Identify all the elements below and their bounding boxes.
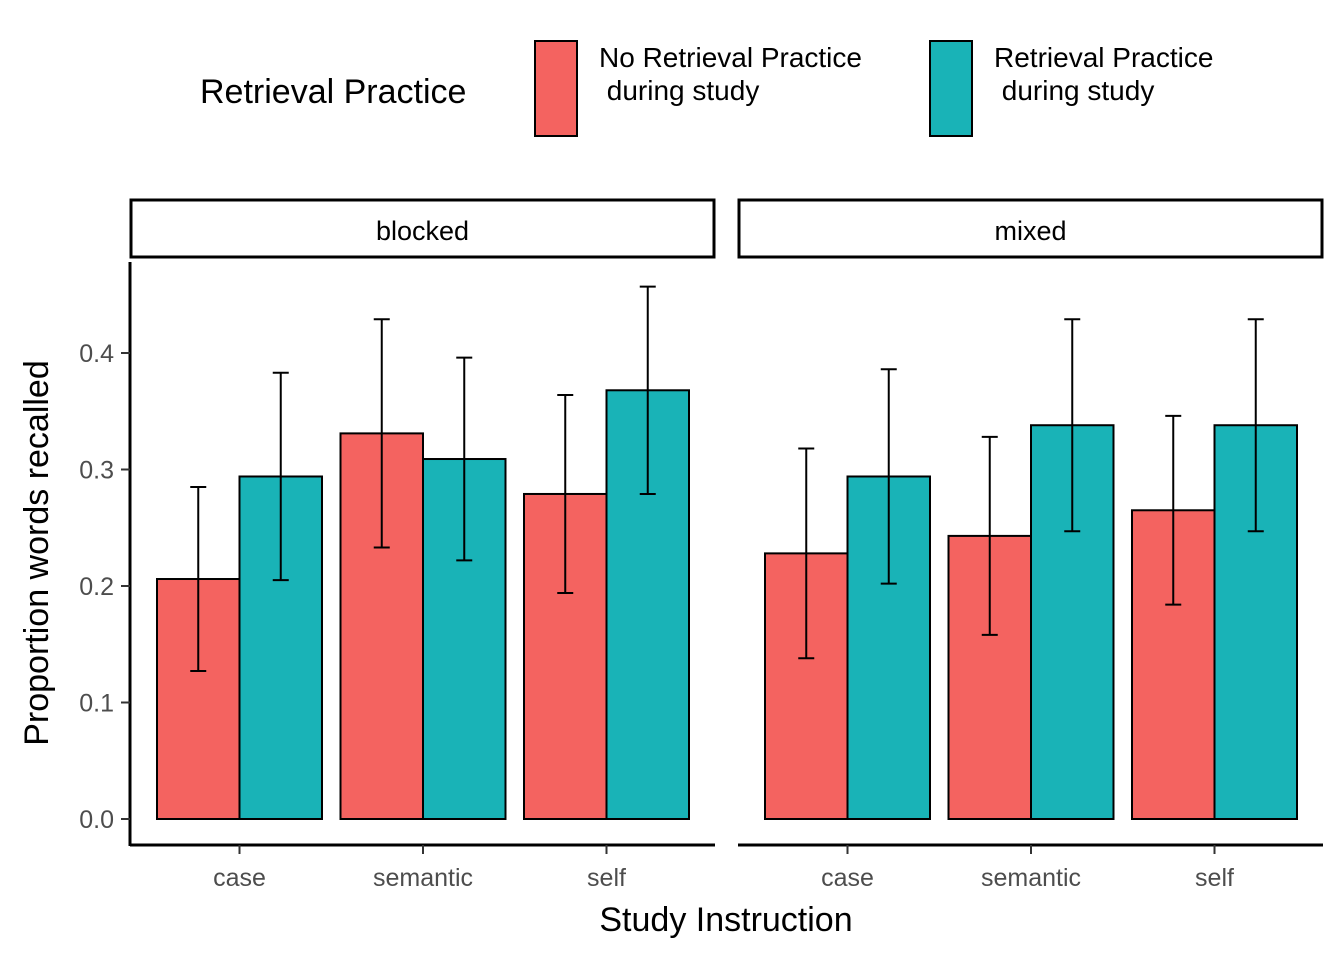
- legend-label-1-line-0: Retrieval Practice: [994, 42, 1213, 73]
- error-bar-blocked-semantic-s1: [456, 356, 473, 562]
- error-bar-blocked-self-s0: [557, 393, 574, 594]
- y-tick-label-0.1: 0.1: [79, 690, 114, 718]
- legend-label-0-line-1: during study: [599, 75, 759, 106]
- legend-key-0: [534, 40, 578, 137]
- x-axis-title: Study Instruction: [599, 901, 852, 939]
- x-tick-label-mixed-case: case: [821, 864, 874, 892]
- panel-mixed: mixed case semantic self: [737, 198, 1324, 892]
- error-bar-mixed-case-s1: [880, 368, 897, 585]
- x-tick-label-blocked-semantic: semantic: [373, 864, 473, 892]
- panel-title-mixed: mixed: [994, 216, 1066, 246]
- legend-label-0-line-0: No Retrieval Practice: [599, 42, 862, 73]
- error-bar-mixed-case-s0: [798, 447, 815, 660]
- panel-blocked: blocked case semantic self: [129, 198, 716, 892]
- legend-label-1-line-1: during study: [994, 75, 1154, 106]
- panel-title-blocked: blocked: [376, 216, 469, 246]
- y-tick-label-0.4: 0.4: [79, 340, 114, 368]
- error-bar-mixed-self-s1: [1247, 318, 1264, 533]
- error-bar-blocked-case-s1: [272, 371, 289, 582]
- error-bar-mixed-semantic-s1: [1064, 318, 1081, 533]
- error-bar-blocked-case-s0: [190, 485, 207, 673]
- y-axis-title: Proportion words recalled: [18, 360, 56, 746]
- legend-title: Retrieval Practice: [200, 73, 466, 111]
- x-tick-label-mixed-self: self: [1195, 864, 1234, 892]
- error-bar-mixed-self-s0: [1165, 414, 1182, 606]
- y-tick-label-0.3: 0.3: [79, 457, 114, 485]
- panel-strip-mixed: [737, 198, 1324, 259]
- legend-key-1: [929, 40, 973, 137]
- panel-strip-blocked: [129, 198, 716, 259]
- x-tick-label-mixed-semantic: semantic: [981, 864, 1081, 892]
- x-tick-label-blocked-case: case: [213, 864, 266, 892]
- error-bar-blocked-semantic-s0: [373, 318, 390, 549]
- legend: Retrieval Practice No Retrieval Practice…: [200, 40, 1213, 137]
- y-axis: 0.0 0.1 0.2 0.3 0.4: [79, 262, 132, 846]
- y-tick-label-0.0: 0.0: [79, 806, 114, 834]
- y-tick-label-0.2: 0.2: [79, 573, 114, 601]
- error-bar-mixed-semantic-s0: [981, 435, 998, 636]
- x-tick-label-blocked-self: self: [587, 864, 626, 892]
- error-bar-blocked-self-s1: [639, 285, 656, 495]
